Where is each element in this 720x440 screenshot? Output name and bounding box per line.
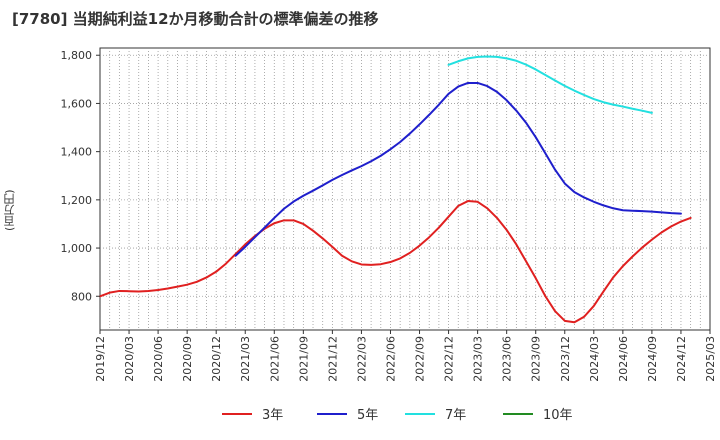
x-tick-label: 2021/06 bbox=[268, 336, 281, 382]
x-tick-label: 2023/03 bbox=[472, 336, 485, 382]
x-tick-label: 2023/12 bbox=[559, 336, 572, 382]
series-line-3 bbox=[447, 55, 653, 114]
axis-layer: 800 1,000 1,200 1,400 1,600 1,800 2019/12 2020/… bbox=[61, 49, 718, 381]
legend-label-3: 7年 bbox=[445, 408, 466, 423]
x-tick-label: 2022/12 bbox=[443, 336, 456, 382]
chart-title: [7780] 当期純利益12か月移動合計の標準偏差の推移 bbox=[12, 10, 379, 28]
x-tick-label: 2022/09 bbox=[414, 336, 427, 382]
x-tick-label: 2023/09 bbox=[530, 336, 543, 382]
x-tick-label: 2024/09 bbox=[646, 336, 659, 382]
x-tick-label: 2020/09 bbox=[181, 336, 194, 382]
x-tick-label: 2021/09 bbox=[297, 336, 310, 382]
x-tick-label: 2019/12 bbox=[94, 336, 107, 382]
legend-label-2: 5年 bbox=[357, 408, 378, 423]
y-tick-label: 800 bbox=[71, 290, 92, 303]
x-tick-label: 2022/03 bbox=[355, 336, 368, 382]
x-tick-label: 2025/03 bbox=[704, 336, 717, 382]
grid-layer bbox=[99, 47, 711, 331]
y-tick-label: 1,200 bbox=[61, 194, 93, 207]
x-tick-label: 2020/03 bbox=[123, 336, 136, 382]
x-tick-label: 2023/06 bbox=[501, 336, 514, 382]
y-tick-label: 1,000 bbox=[61, 242, 93, 255]
x-tick-label: 2020/06 bbox=[152, 336, 165, 382]
y-tick-label: 1,600 bbox=[61, 97, 93, 110]
legend: 3年 5年 7年 10年 bbox=[222, 408, 573, 423]
x-tick-label: 2024/03 bbox=[588, 336, 601, 382]
series-layer bbox=[99, 55, 692, 324]
series-line-2 bbox=[234, 81, 682, 257]
series-line-1 bbox=[99, 200, 692, 324]
x-tick-label: 2020/12 bbox=[210, 336, 223, 382]
y-tick-label: 1,400 bbox=[61, 146, 93, 159]
plot-frame bbox=[99, 47, 711, 331]
x-tick-label: 2021/12 bbox=[326, 336, 339, 382]
x-tick-label: 2022/06 bbox=[384, 336, 397, 382]
x-tick-label: 2021/03 bbox=[239, 336, 252, 382]
x-tick-label: 2024/06 bbox=[617, 336, 630, 382]
legend-label-1: 3年 bbox=[262, 408, 283, 423]
legend-label-4: 10年 bbox=[543, 408, 573, 423]
x-tick-label: 2024/12 bbox=[675, 336, 688, 382]
y-tick-label: 1,800 bbox=[61, 49, 93, 62]
